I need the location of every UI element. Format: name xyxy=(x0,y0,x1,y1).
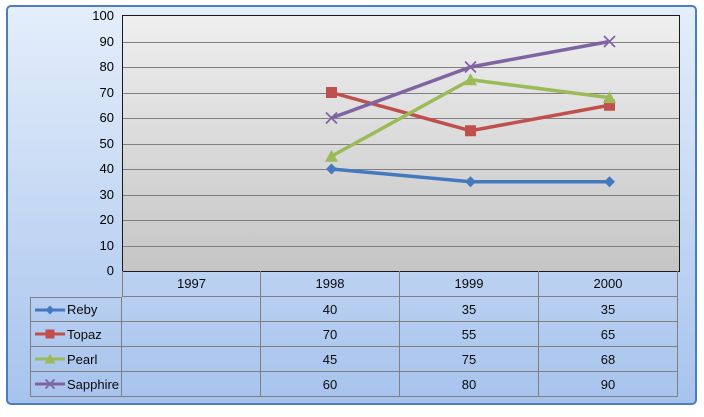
value-cell xyxy=(122,347,261,372)
plot-canvas xyxy=(123,35,679,247)
data-point-marker xyxy=(44,378,56,390)
value-cell: 60 xyxy=(261,372,400,397)
series-label: Pearl xyxy=(67,351,98,367)
value-cell: 68 xyxy=(539,347,678,372)
value-cell: 55 xyxy=(400,322,539,347)
data-point-marker xyxy=(604,99,615,111)
value-cell: 35 xyxy=(400,297,539,322)
square-marker-icon xyxy=(34,327,66,341)
y-axis-tick-label: 20 xyxy=(99,212,114,227)
legend-cell: Reby xyxy=(30,297,122,322)
value-cell: 70 xyxy=(261,322,400,347)
plot-area xyxy=(122,15,680,272)
y-axis-tick-label: 0 xyxy=(106,263,114,278)
data-point-marker xyxy=(45,305,55,314)
series-label: Topaz xyxy=(67,326,102,342)
diamond-marker-icon xyxy=(34,303,66,317)
value-cell: 75 xyxy=(400,347,539,372)
y-axis-tick-label: 50 xyxy=(99,135,114,151)
data-point-marker xyxy=(465,176,476,188)
value-cell: 90 xyxy=(539,372,678,397)
y-axis-tick-label: 100 xyxy=(92,8,114,23)
data-point-marker xyxy=(464,73,477,86)
value-cell xyxy=(122,372,261,397)
data-point-marker xyxy=(325,149,338,162)
x-marker-icon xyxy=(34,377,66,391)
data-point-marker xyxy=(464,60,477,74)
year-header-cell: 1999 xyxy=(400,271,539,297)
chart-area: 100 90 80 70 60 50 40 30 20 10 0 1997 1998 1999 20… xyxy=(6,5,697,405)
data-point-marker xyxy=(45,329,55,339)
y-axis-tick-label: 90 xyxy=(99,33,114,49)
data-point-marker xyxy=(326,87,337,98)
y-axis-tick-label: 70 xyxy=(99,84,114,100)
y-axis-tick-label: 40 xyxy=(99,161,114,176)
legend-cell: Topaz xyxy=(30,322,122,347)
value-cell: 65 xyxy=(539,322,678,347)
y-axis: 100 90 80 70 60 50 40 30 20 10 0 xyxy=(8,9,114,278)
y-axis-tick-label: 30 xyxy=(99,186,114,202)
value-cell: 80 xyxy=(400,372,539,397)
y-axis-tick-label: 80 xyxy=(99,59,114,74)
value-cell: 45 xyxy=(261,347,400,372)
data-point-marker xyxy=(603,91,616,104)
series-line-topaz xyxy=(331,90,610,133)
data-table: 1997 1998 1999 2000 Reby 40 35 35 Topaz … xyxy=(30,271,678,397)
legend-cell: Pearl xyxy=(30,347,122,372)
y-axis-tick-label: 60 xyxy=(99,110,114,125)
y-axis-tick-label: 10 xyxy=(99,237,114,253)
data-point-marker xyxy=(603,35,616,48)
value-cell: 35 xyxy=(539,297,678,322)
data-point-marker xyxy=(326,163,337,175)
series-label: Sapphire xyxy=(67,376,120,392)
table-corner-cell xyxy=(30,271,122,297)
data-point-marker xyxy=(465,125,476,137)
data-point-marker xyxy=(604,176,615,188)
year-header-cell: 1998 xyxy=(261,271,400,297)
data-point-marker xyxy=(44,353,56,364)
year-header-cell: 2000 xyxy=(539,271,678,297)
series-label: Reby xyxy=(67,302,98,317)
data-point-marker xyxy=(325,111,338,125)
legend-cell: Sapphire xyxy=(30,372,122,397)
triangle-marker-icon xyxy=(34,352,66,366)
value-cell xyxy=(122,322,261,347)
value-cell xyxy=(122,297,261,322)
year-header-cell: 1997 xyxy=(122,271,261,297)
value-cell: 40 xyxy=(261,297,400,322)
